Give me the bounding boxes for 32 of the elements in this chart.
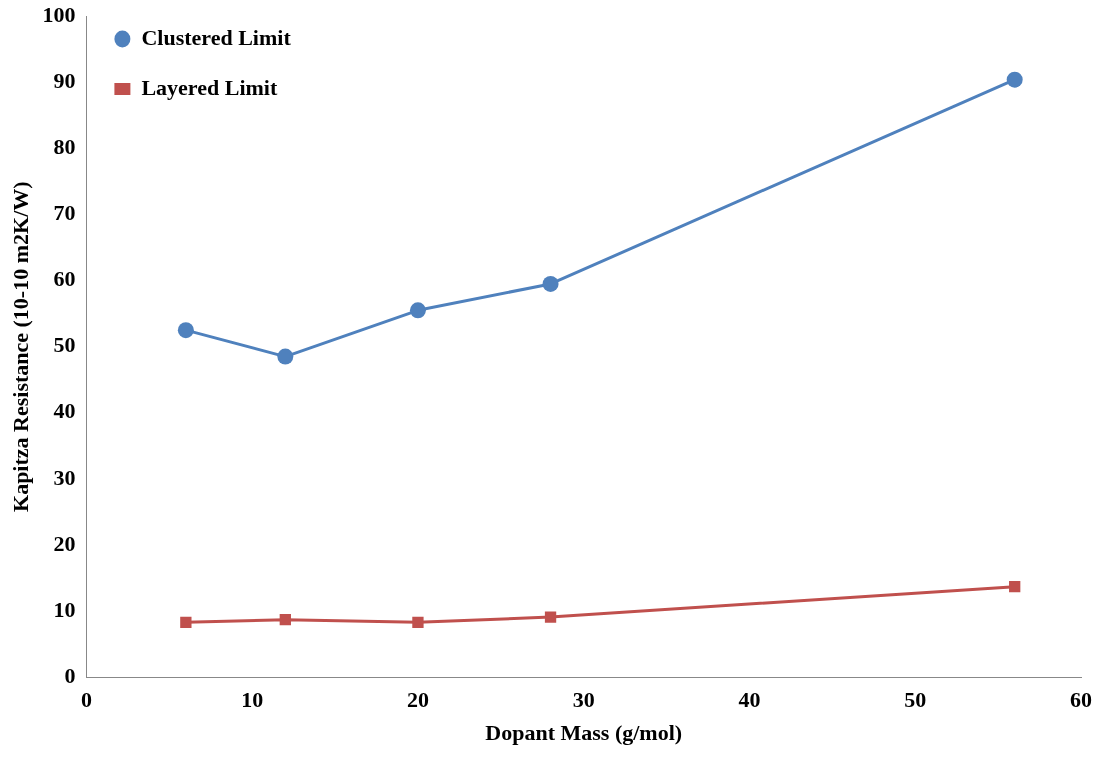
y-tick-label: 70 [53,200,76,226]
x-tick-label: 40 [738,687,761,713]
y-tick-label: 100 [42,1,76,27]
y-tick-label: 20 [53,530,76,556]
point [544,611,557,623]
legend-label: Layered Limit [141,74,278,100]
x-tick-label: 30 [572,687,595,713]
y-tick-label: 40 [53,398,76,424]
x-axis-title: Dopant Mass (g/mol) [485,720,683,746]
y-tick-label: 60 [53,266,76,292]
x-tick-label: 60 [1070,687,1092,713]
y-tick-label: 50 [53,332,76,358]
y-tick-label: 80 [53,134,76,160]
point [279,614,291,626]
legend-label: Clustered Limit [141,24,292,50]
point [180,616,192,628]
point [412,616,424,628]
x-tick-label: 10 [241,687,264,713]
point [177,322,194,339]
point [277,348,294,365]
y-tick-label: 90 [53,67,76,93]
point [542,275,559,292]
x-tick-label: 20 [406,687,429,713]
y-tick-label: 10 [53,596,76,622]
y-tick-label: 0 [64,662,76,688]
point [1006,71,1023,88]
y-tick-label: 30 [53,464,76,490]
y-axis-title: Kapitza Resistance (10-10 m2K/W) [7,181,33,512]
x-tick-label: 0 [80,687,92,713]
point [1009,580,1021,593]
point [409,302,426,319]
x-tick-label: 50 [904,687,927,713]
